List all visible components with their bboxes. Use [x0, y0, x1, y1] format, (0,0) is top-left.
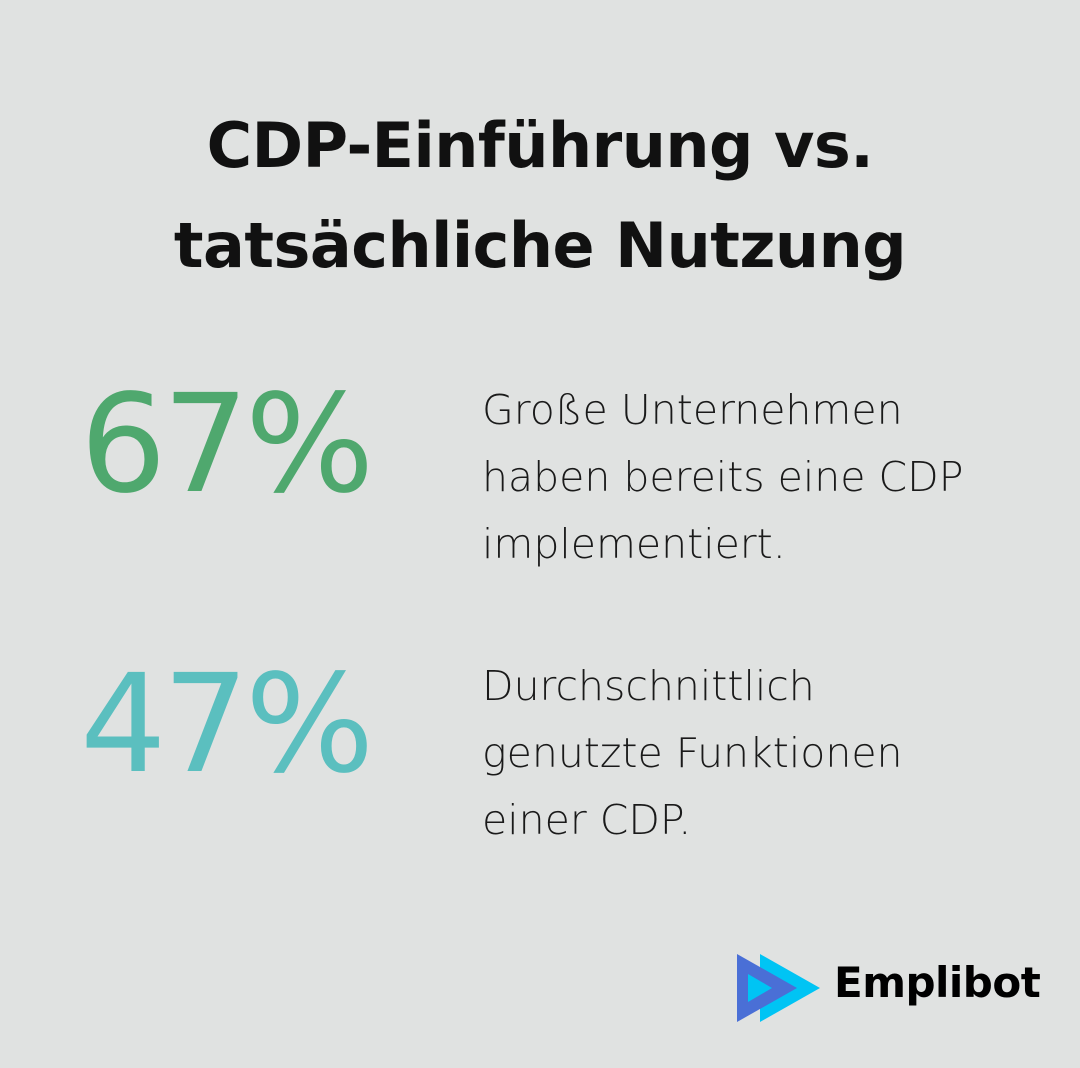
title-line-1: CDP-Einführung vs. [206, 109, 874, 182]
desc-line: haben bereits eine CDP [482, 453, 964, 501]
logo-wordmark: Emplibot [834, 958, 1041, 1007]
page-title: CDP-Einführung vs. tatsächliche Nutzung [0, 96, 1080, 296]
stat-description-large-companies: Große Unternehmen haben bereits eine CDP… [482, 377, 1042, 578]
desc-line: genutzte Funktionen [482, 729, 903, 777]
title-line-2: tatsächliche Nutzung [173, 209, 907, 282]
desc-line: Durchschnittlich [482, 662, 815, 710]
desc-line: Große Unternehmen [482, 386, 903, 434]
stat-value-features-used: 47% [80, 646, 374, 804]
desc-line: einer CDP. [482, 796, 692, 844]
stat-description-features-used: Durchschnittlich genutzte Funktionen ein… [482, 653, 1042, 854]
stat-value-large-companies: 67% [80, 366, 374, 524]
desc-line: implementiert. [482, 520, 786, 568]
play-triangles-icon [737, 954, 820, 1022]
emplibot-logo: Emplibot [736, 952, 1056, 1024]
